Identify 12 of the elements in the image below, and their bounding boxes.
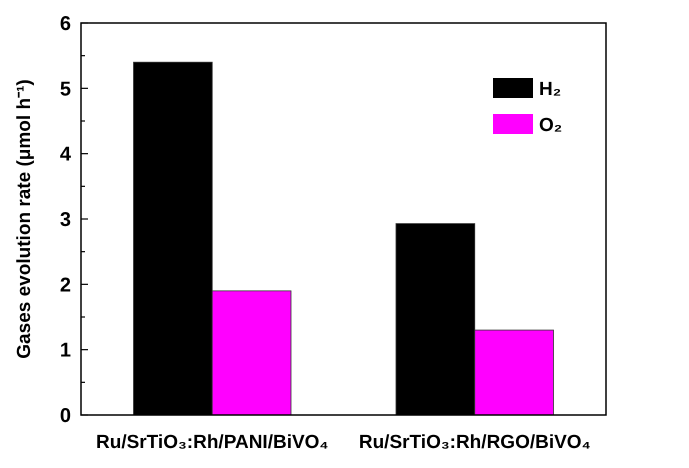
y-tick-label: 4 (60, 144, 72, 166)
y-tick-label: 1 (60, 340, 71, 362)
y-tick-label: 0 (60, 405, 71, 427)
legend-label: O₂ (539, 115, 562, 136)
x-tick-label: Ru/SrTiO₃:Rh/RGO/BiVO₄ (358, 432, 591, 453)
y-tick-label: 6 (60, 13, 71, 35)
x-tick-label: Ru/SrTiO₃:Rh/PANI/BiVO₄ (96, 432, 328, 453)
y-axis-title: Gases evolution rate (μmol h⁻¹) (14, 79, 35, 359)
y-tick-label: 2 (60, 274, 71, 296)
y-tick-label: 3 (60, 209, 71, 231)
y-tick-label: 5 (60, 78, 71, 100)
legend-label: H₂ (539, 79, 562, 100)
